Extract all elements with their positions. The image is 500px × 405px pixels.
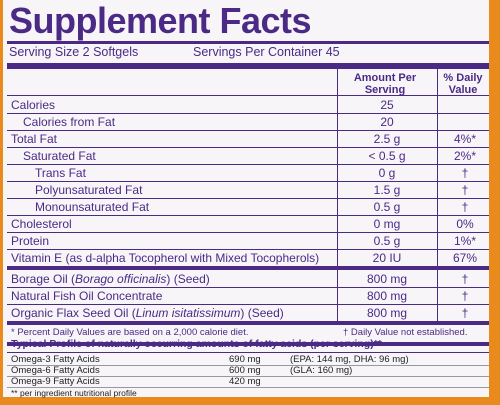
footnote: † Daily Value not established. [343, 327, 468, 338]
nutrient-name: Saturated Fat [23, 149, 96, 163]
amount: < 0.5 g [368, 149, 406, 163]
rule [7, 352, 489, 353]
profile-box: Typical Profile of naturally occurring a… [7, 338, 489, 398]
daily-value: † [461, 306, 469, 320]
name-part: Organic Flax Seed Oil ( [11, 306, 136, 320]
fatty-acid: Omega-9 Fatty Acids [11, 376, 100, 387]
header: % Daily Value [443, 72, 483, 96]
rule [7, 95, 489, 96]
daily-value: 67% [452, 251, 478, 265]
amount: 0 mg [373, 217, 401, 231]
nutrient-name: Natural Fish Oil Concentrate [11, 289, 163, 303]
nutrient-name: Organic Flax Seed Oil (Linum isitatissim… [11, 306, 284, 320]
amount: 0.5 g [373, 200, 401, 214]
row: Total Fat 2.5 g 4%* [7, 131, 489, 148]
amount: 0 g [378, 166, 396, 180]
daily-value: † [461, 166, 469, 180]
amount: 800 mg [366, 289, 408, 303]
servings-per-container: Servings Per Container 45 [193, 45, 340, 59]
nutrient-name: Borage Oil (Borago officinalis) (Seed) [11, 272, 210, 286]
row: Borage Oil (Borago officinalis) (Seed) 80… [7, 271, 489, 288]
fatty-acid: Omega-6 Fatty Acids [11, 365, 100, 376]
title: Supplement Facts [9, 0, 312, 41]
fatty-acid-amount: 420 mg [229, 376, 261, 387]
amount: 2.5 g [373, 132, 401, 146]
column-line [437, 66, 438, 322]
name-part: Borage Oil ( [11, 272, 76, 286]
name-part: ) (Seed) [166, 272, 210, 286]
rule [7, 376, 489, 377]
nutrient-name: Vitamin E (as d-alpha Tocopherol with Mi… [11, 251, 320, 265]
row: Vitamin E (as d-alpha Tocopherol with Mi… [7, 250, 489, 267]
nutrient-name: Calories [11, 98, 56, 112]
fatty-acid-detail: (GLA: 160 mg) [290, 365, 353, 376]
name-part: Linum isitatissimum [135, 306, 241, 320]
serving-size: Serving Size 2 Softgels [9, 45, 139, 59]
name-part: Borago officinalis [75, 272, 167, 286]
row: Organic Flax Seed Oil (Linum isitatissim… [7, 305, 489, 322]
profile-footnote: ** per ingredient nutritional profile [11, 388, 137, 398]
fatty-acid-amount: 690 mg [229, 354, 261, 365]
daily-value: 2%* [453, 149, 476, 163]
rule [7, 41, 489, 44]
column-line [337, 66, 338, 322]
row: Trans Fat 0 g † [7, 165, 489, 182]
daily-value: 4%* [453, 132, 476, 146]
amount: 800 mg [366, 272, 408, 286]
amount: 25 [380, 98, 394, 112]
daily-value: 0% [456, 217, 474, 231]
row: Monounsaturated Fat 0.5 g † [7, 199, 489, 216]
nutrient-name: Polyunsaturated Fat [35, 183, 143, 197]
nutrient-name: Monounsaturated Fat [35, 200, 150, 214]
rule [7, 342, 489, 346]
name-part: ) (Seed) [240, 306, 284, 320]
amount: 1.5 g [373, 183, 401, 197]
rule [7, 267, 489, 270]
daily-value: † [461, 272, 469, 286]
row: Calories from Fat 20 [7, 114, 489, 131]
amount: 20 [380, 115, 394, 129]
row: Cholesterol 0 mg 0% [7, 216, 489, 233]
rule [7, 387, 489, 388]
daily-value: 1%* [453, 234, 476, 248]
fatty-acid-amount: 600 mg [229, 365, 261, 376]
nutrient-name: Calories from Fat [23, 115, 116, 129]
nutrient-name: Cholesterol [11, 217, 72, 231]
nutrient-name: Total Fat [11, 132, 58, 146]
amount: 0.5 g [373, 234, 401, 248]
nutrient-name: Protein [11, 234, 50, 248]
rule [7, 322, 489, 325]
label-panel: Supplement Facts Serving Size 2 Softgels… [3, 0, 489, 398]
daily-value: † [461, 183, 469, 197]
amount: 800 mg [366, 306, 408, 320]
row: Saturated Fat < 0.5 g 2%* [7, 148, 489, 165]
footnote: * Percent Daily Values are based on a 2,… [11, 327, 249, 338]
header: Amount Per Serving [353, 72, 417, 96]
row: Protein 0.5 g 1%* [7, 233, 489, 250]
rule [7, 63, 489, 69]
rule [7, 365, 489, 366]
fatty-acid: Omega-3 Fatty Acids [11, 354, 100, 365]
amount: 20 IU [372, 251, 402, 265]
row: Natural Fish Oil Concentrate 800 mg † [7, 288, 489, 305]
row: Calories 25 [7, 97, 489, 114]
daily-value: † [461, 289, 469, 303]
nutrient-name: Trans Fat [35, 166, 86, 180]
fatty-acid-detail: (EPA: 144 mg, DHA: 96 mg) [290, 354, 409, 365]
row: Polyunsaturated Fat 1.5 g † [7, 182, 489, 199]
daily-value: † [461, 200, 469, 214]
